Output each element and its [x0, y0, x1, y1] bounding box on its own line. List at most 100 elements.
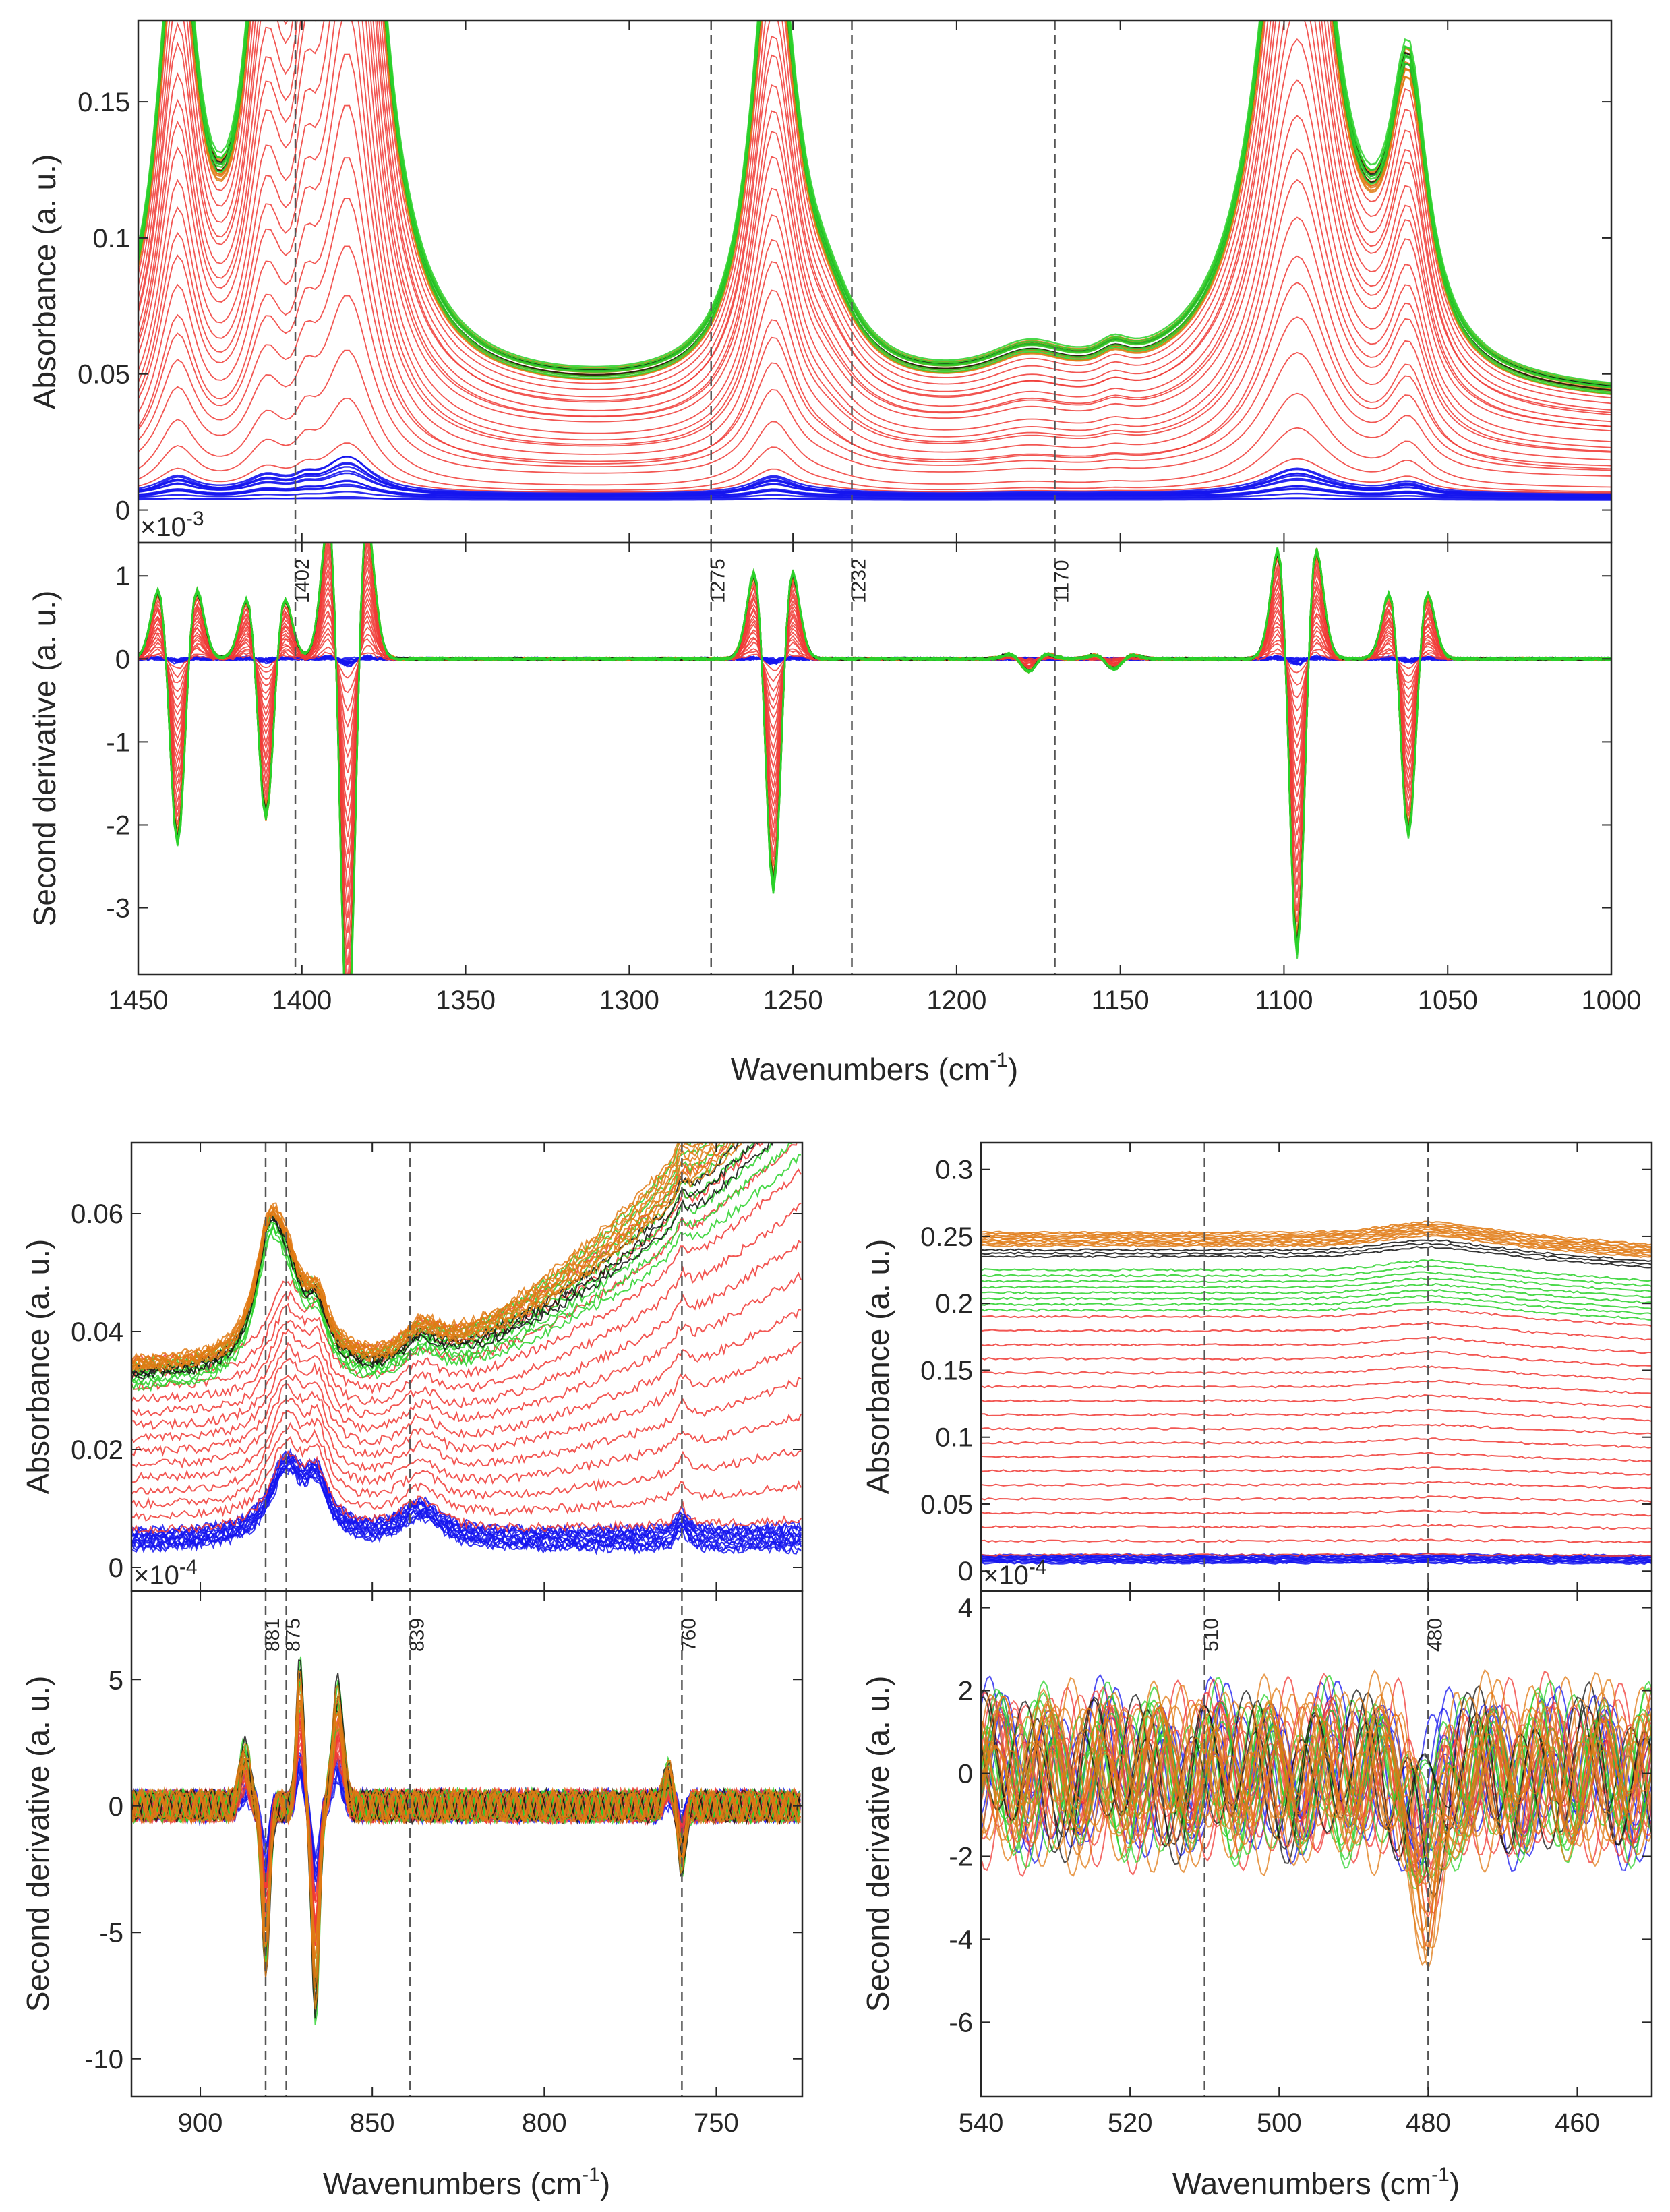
- right-deriv-red-4: [981, 1699, 1652, 1949]
- left-deriv-orange-7: [131, 1699, 801, 1959]
- series-green-2: [138, 20, 1611, 393]
- traces-left-second-derivative: [131, 1656, 801, 2025]
- right-abs-orange-3: [981, 1230, 1652, 1254]
- xtick-label: 520: [1108, 2108, 1153, 2138]
- series-blue-12: [138, 456, 1611, 495]
- series-red-10: [138, 20, 1611, 448]
- left-abs-red-4: [131, 1377, 802, 1483]
- right-abs-green-2: [981, 1288, 1652, 1309]
- right-abs-red-3: [981, 1509, 1652, 1517]
- left-abs-orange-6: [131, 1143, 704, 1367]
- left-abs-red-6: [131, 1308, 802, 1457]
- series-red-17: [138, 20, 1611, 415]
- right-abs-green-7: [981, 1259, 1652, 1282]
- ytick-label: 0: [958, 1557, 973, 1586]
- series-blue-6: [138, 479, 1611, 500]
- ytick-label: -1: [106, 727, 130, 757]
- ylabel-top-absorbance: Absorbance (a. u.): [27, 154, 62, 409]
- series-green-1: [138, 20, 1611, 389]
- xtick-label: 460: [1555, 2108, 1600, 2138]
- xtick-label: 1250: [763, 986, 823, 1015]
- right-deriv-orange-12: [981, 1705, 1652, 1859]
- series-blue-1: [138, 496, 1611, 501]
- left-abs-red-10: [131, 1168, 802, 1403]
- right-abs-green-5: [981, 1271, 1652, 1292]
- series-red-14: [138, 20, 1611, 427]
- ytick-label: 4: [958, 1594, 973, 1623]
- ylabel-left-absorbance: Absorbance (a. u.): [20, 1239, 55, 1494]
- xtick-label: 1050: [1418, 986, 1478, 1015]
- right-abs-red-4: [981, 1495, 1652, 1503]
- ytick-label: 0: [115, 645, 130, 674]
- left-abs-red-8: [131, 1240, 802, 1430]
- panel-right-absorbance: 0 0.05 0.1 0.15 0.2 0.25 0.3 Absorbance (a. u.…: [860, 1141, 1653, 1592]
- axes-left-absorbance: 0 0.02 0.04 0.06: [71, 1141, 804, 1592]
- panel-top-second-derivative: -3 -2 -1 0 1 1450 1400 1350 1300 1250 1200 1150 1100…: [27, 508, 1641, 1087]
- right-abs-green-4: [981, 1277, 1652, 1298]
- peak-label-1275: 1275: [707, 558, 729, 603]
- ytick-label: 0.15: [78, 88, 130, 117]
- right-abs-black-1: [981, 1242, 1652, 1265]
- traces-right-absorbance: [981, 1220, 1652, 1565]
- left-deriv-black-0: [131, 1699, 801, 1988]
- right-abs-red-12: [981, 1379, 1652, 1394]
- right-abs-red-7: [981, 1452, 1652, 1462]
- peak-label-839: 839: [406, 1618, 428, 1652]
- right-abs-orange-8: [981, 1223, 1652, 1247]
- series-red-9: [138, 20, 1611, 452]
- xtick-label: 1400: [272, 986, 332, 1015]
- xtick-label: 540: [959, 2108, 1004, 2138]
- multiplier-top-second-derivative: ×10-3: [140, 508, 204, 542]
- series-red-2: [138, 349, 1611, 488]
- ylabel-right-second-derivative: Second derivative (a. u.): [860, 1676, 895, 2012]
- peak-label-881: 881: [262, 1618, 284, 1652]
- right-abs-black-0: [981, 1245, 1652, 1269]
- right-abs-red-1: [981, 1538, 1652, 1544]
- left-abs-blue-2: [131, 1464, 802, 1551]
- left-deriv-green-4: [131, 1684, 801, 1989]
- ytick-label: 5: [109, 1665, 123, 1695]
- deriv-green-5: [138, 543, 1611, 974]
- xlabel-left: Wavenumbers (cm-1): [323, 2163, 610, 2201]
- xtick-label: 480: [1406, 2108, 1451, 2138]
- left-abs-red-3: [131, 1409, 802, 1495]
- left-deriv-black-1: [131, 1669, 801, 2019]
- left-abs-green-2: [131, 1143, 775, 1385]
- xtick-label: 900: [178, 2108, 223, 2138]
- ytick-label: 2: [958, 1677, 973, 1706]
- left-deriv-orange-2: [131, 1676, 801, 1977]
- series-red-19: [138, 20, 1611, 405]
- panel-top-absorbance: 0 0.05 0.1 0.15 Absorbance (a. u.): [27, 19, 1613, 544]
- left-deriv-red-6: [131, 1710, 801, 1946]
- xtick-label: 750: [694, 2108, 739, 2138]
- right-abs-red-14: [981, 1350, 1652, 1367]
- left-deriv-red-1: [131, 1749, 801, 1903]
- left-abs-red-13: [131, 1143, 732, 1363]
- series-red-20: [138, 20, 1611, 399]
- left-deriv-orange-1: [131, 1684, 801, 2010]
- right-abs-green-6: [981, 1265, 1652, 1287]
- ytick-label: 0.25: [920, 1222, 973, 1252]
- right-abs-orange-2: [981, 1231, 1652, 1256]
- series-green-5: [138, 20, 1611, 384]
- series-blue-5: [138, 480, 1611, 498]
- right-deriv-orange-0: [981, 1696, 1652, 1886]
- ytick-label: -5: [99, 1918, 123, 1948]
- series-red-5: [138, 198, 1611, 467]
- left-abs-blue-10: [131, 1452, 802, 1539]
- series-green-0: [138, 20, 1611, 395]
- right-deriv-orange-2: [981, 1691, 1652, 1934]
- left-abs-red-5: [131, 1341, 802, 1469]
- axes-box: [130, 1590, 804, 2098]
- left-deriv-orange-6: [131, 1708, 801, 1979]
- xtick-label: 1000: [1582, 986, 1642, 1015]
- left-abs-red-2: [131, 1421, 802, 1509]
- left-abs-green-3: [131, 1143, 754, 1382]
- ytick-label: 0.2: [935, 1289, 973, 1319]
- ytick-label: 0.05: [920, 1490, 973, 1520]
- ylabel-right-absorbance: Absorbance (a. u.): [860, 1239, 895, 1494]
- left-deriv-red-11: [131, 1741, 801, 1927]
